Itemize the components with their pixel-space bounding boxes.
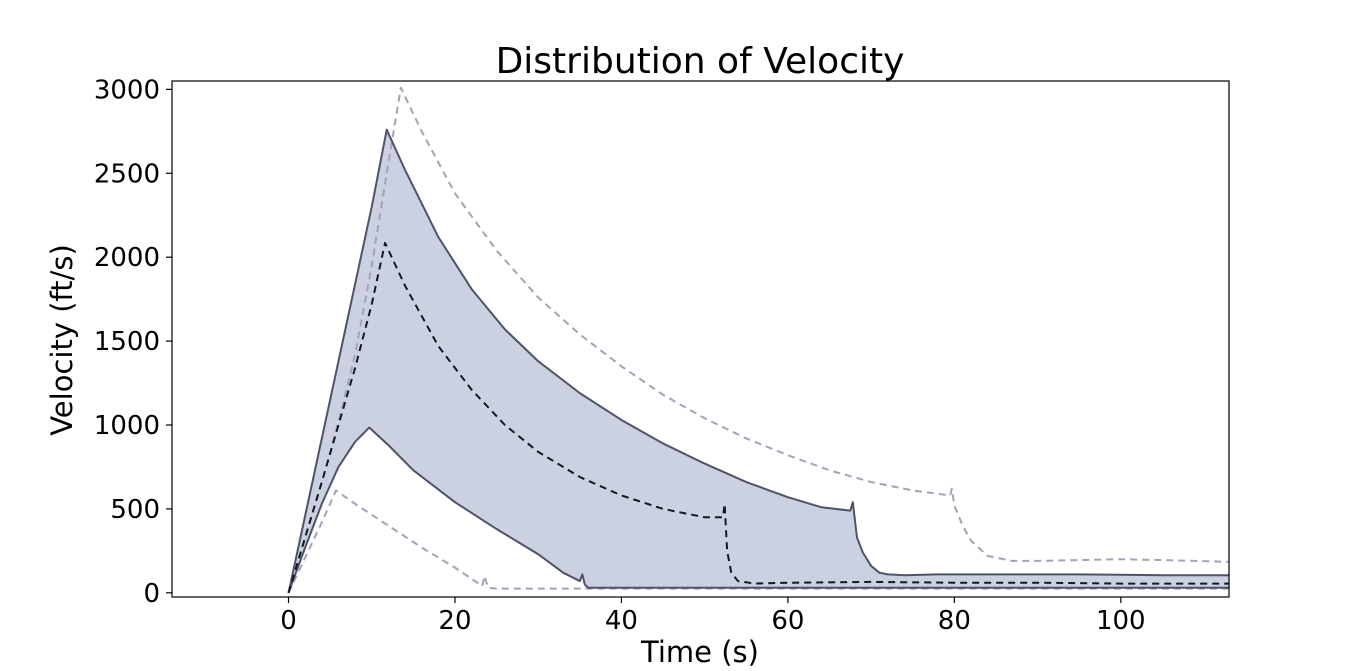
confidence-band <box>288 129 1229 593</box>
y-tick-label: 0 <box>143 579 160 609</box>
plot-frame <box>171 80 1230 598</box>
y-tick-label: 2500 <box>94 159 160 189</box>
median-line <box>287 241 1229 594</box>
x-tick-label: 80 <box>938 606 971 636</box>
plot-area <box>171 80 1230 598</box>
chart-title: Distribution of Velocity <box>496 41 905 82</box>
y-tick-label: 1000 <box>94 411 160 441</box>
y-tick-label: 500 <box>110 495 160 525</box>
y-axis-label: Velocity (ft/s) <box>45 244 79 436</box>
x-tick-label: 60 <box>771 606 804 636</box>
max-line <box>287 86 1229 594</box>
y-tick-label: 3000 <box>94 75 160 105</box>
x-tick-label: 40 <box>605 606 638 636</box>
x-tick-label: 20 <box>438 606 471 636</box>
x-axis-label: Time (s) <box>640 635 759 669</box>
y-tick-label: 2000 <box>94 243 160 273</box>
y-tick-label: 1500 <box>94 327 160 357</box>
x-tick-label: 100 <box>1096 606 1146 636</box>
band-upper-line <box>287 128 1229 594</box>
band-lower-line <box>287 426 1229 594</box>
x-tick-label: 0 <box>280 606 297 636</box>
